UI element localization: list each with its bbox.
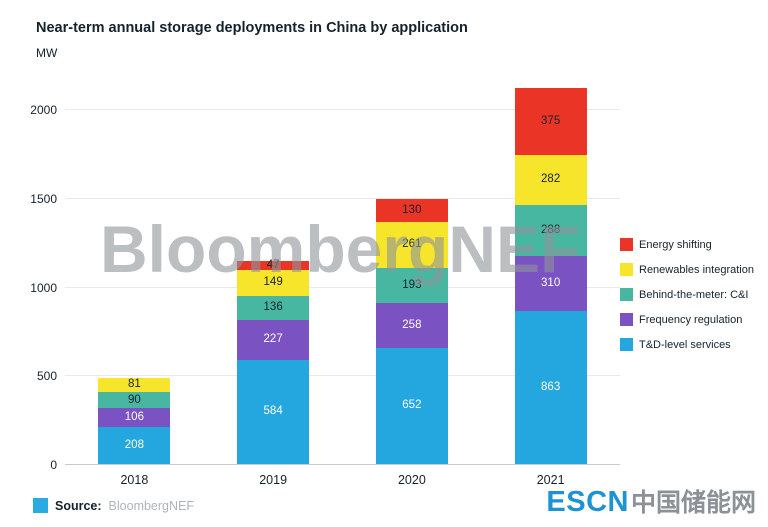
segment-value-label: 136 <box>263 301 283 314</box>
segment-value-label: 149 <box>263 275 283 288</box>
bar-segment: 227 <box>237 320 310 361</box>
legend-item-energy-shifting: Energy shifting <box>620 238 754 251</box>
bar-2019: 584 227 136 149 47 <box>237 258 310 464</box>
segment-value-label: 130 <box>402 203 422 216</box>
legend-item-frequency-regulation: Frequency regulation <box>620 313 754 326</box>
bar-segment: 149 <box>237 269 310 296</box>
source-name: BloombergNEF <box>108 498 194 513</box>
segment-value-label: 584 <box>263 405 283 418</box>
legend: Energy shifting Renewables integration Beh… <box>620 238 754 351</box>
escn-logo-text: ESCN <box>546 486 629 518</box>
bar-2021: 863 310 288 282 375 <box>514 88 587 464</box>
legend-swatch <box>620 238 633 251</box>
segment-value-label: 193 <box>402 278 422 291</box>
source-prefix: Source: <box>55 498 102 513</box>
gridline <box>65 286 620 288</box>
segment-value-label: 375 <box>541 114 561 127</box>
legend-label: Renewables integration <box>639 263 754 276</box>
bar-2020: 652 258 193 261 130 <box>375 198 448 464</box>
legend-item-t-d-level-services: T&D-level services <box>620 338 754 351</box>
bar-segment: 81 <box>98 377 171 393</box>
segment-value-label: 258 <box>402 318 422 331</box>
bar-segment: 193 <box>375 268 448 303</box>
source-logo-icon <box>33 498 48 513</box>
y-axis-unit-label: MW <box>36 46 58 60</box>
segment-value-label: 282 <box>541 172 561 185</box>
x-axis-label: 2020 <box>397 473 426 487</box>
chart-title: Near-term annual storage deployments in … <box>36 20 468 36</box>
segment-value-label: 106 <box>124 410 144 423</box>
gridline <box>65 197 620 199</box>
segment-value-label: 208 <box>124 438 144 451</box>
legend-item-renewables-integration: Renewables integration <box>620 263 754 276</box>
bar-segment: 584 <box>237 360 310 464</box>
x-axis-line <box>65 464 620 465</box>
gridline <box>65 109 620 110</box>
bar-segment: 106 <box>98 408 171 428</box>
bar-segment: 261 <box>375 221 448 269</box>
source-line: Source: BloombergNEF <box>33 498 194 513</box>
bar-segment: 863 <box>514 310 587 464</box>
bar-segment: 288 <box>514 204 587 256</box>
legend-swatch <box>620 313 633 326</box>
y-axis-tick-label: 500 <box>36 369 57 384</box>
segment-value-label: 863 <box>541 380 561 393</box>
segment-value-label: 652 <box>402 399 422 412</box>
x-axis-label: 2019 <box>259 473 288 487</box>
bar-segment: 130 <box>375 198 448 222</box>
legend-item-behind-the-meter-c-i: Behind-the-meter: C&I <box>620 288 754 301</box>
bar-segment: 47 <box>237 258 310 271</box>
plot-area: 0 500 1000 1500 2000 208 106 90 81 2018 584 227 136 1… <box>30 85 620 487</box>
segment-value-label: 90 <box>127 393 141 406</box>
legend-swatch <box>620 338 633 351</box>
gridline <box>65 375 620 377</box>
legend-label: Behind-the-meter: C&I <box>639 288 749 301</box>
bar-segment: 310 <box>514 255 587 311</box>
bar-segment: 90 <box>98 392 171 409</box>
segment-value-label: 310 <box>541 276 561 289</box>
y-axis-tick-label: 2000 <box>30 103 57 117</box>
segment-value-label: 261 <box>402 238 422 251</box>
escn-logo-chinese: 中国储能网 <box>630 489 756 517</box>
legend-label: Energy shifting <box>639 238 712 251</box>
x-axis-label: 2021 <box>536 473 565 487</box>
bar-segment: 375 <box>514 88 587 155</box>
y-axis-tick-label: 0 <box>50 458 57 472</box>
bar-segment: 136 <box>237 295 310 321</box>
bar-2018: 208 106 90 81 <box>98 377 171 464</box>
legend-label: T&D-level services <box>639 338 731 351</box>
y-axis-tick-label: 1500 <box>30 191 57 206</box>
bar-segment: 282 <box>514 154 587 205</box>
legend-label: Frequency regulation <box>639 313 743 326</box>
bar-segment: 258 <box>375 302 448 349</box>
bar-segment: 652 <box>375 348 448 464</box>
legend-swatch <box>620 263 633 276</box>
segment-value-label: 288 <box>541 223 561 236</box>
segment-value-label: 47 <box>266 258 280 271</box>
x-axis-label: 2018 <box>120 473 149 487</box>
segment-value-label: 227 <box>263 333 283 346</box>
legend-swatch <box>620 288 633 301</box>
bar-segment: 208 <box>98 427 171 464</box>
escn-logo: ESCN 中国储能网 <box>546 483 756 519</box>
y-axis-tick-label: 1000 <box>30 280 57 295</box>
segment-value-label: 81 <box>127 378 141 391</box>
